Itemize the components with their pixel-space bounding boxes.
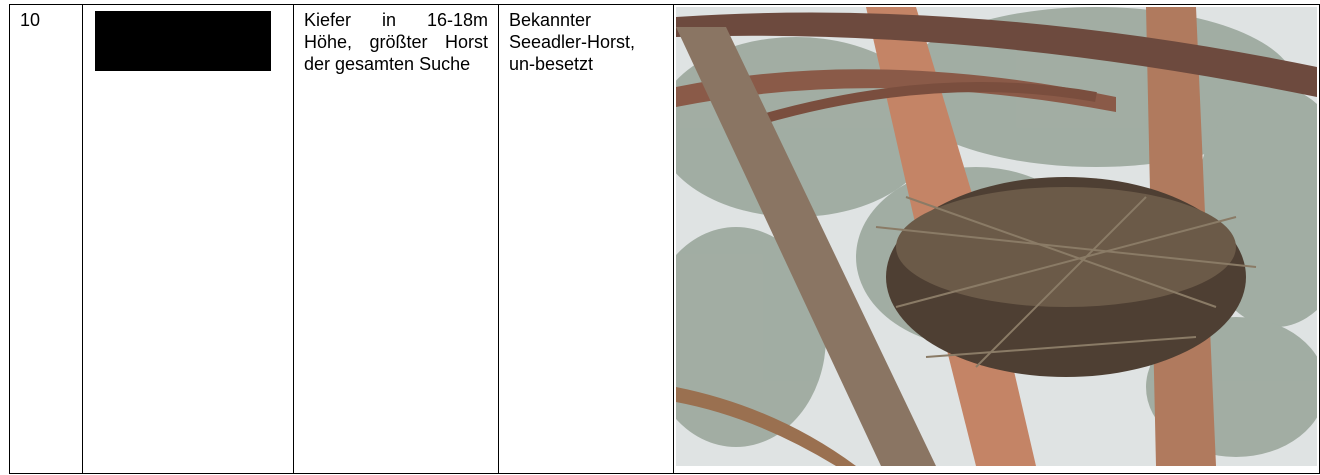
- description: Kiefer in 16-18m Höhe, größter Horst der…: [304, 10, 488, 74]
- photo-cell: [646, 4, 1320, 474]
- nest-photo: [646, 7, 1320, 466]
- number-cell: 10: [9, 4, 83, 474]
- redaction-box: [95, 11, 271, 71]
- table-row: 10 Kiefer in 16-18m Höhe, größter Horst …: [9, 4, 1320, 474]
- description-cell: Kiefer in 16-18m Höhe, größter Horst der…: [293, 4, 499, 474]
- table: 10 Kiefer in 16-18m Höhe, größter Horst …: [9, 4, 1320, 474]
- remark-cell: Bekannter Seeadler-Horst, un-besetzt: [498, 4, 674, 474]
- redacted-cell: [82, 4, 294, 474]
- remark: Bekannter Seeadler-Horst, un-besetzt: [509, 10, 636, 74]
- number: 10: [20, 10, 41, 30]
